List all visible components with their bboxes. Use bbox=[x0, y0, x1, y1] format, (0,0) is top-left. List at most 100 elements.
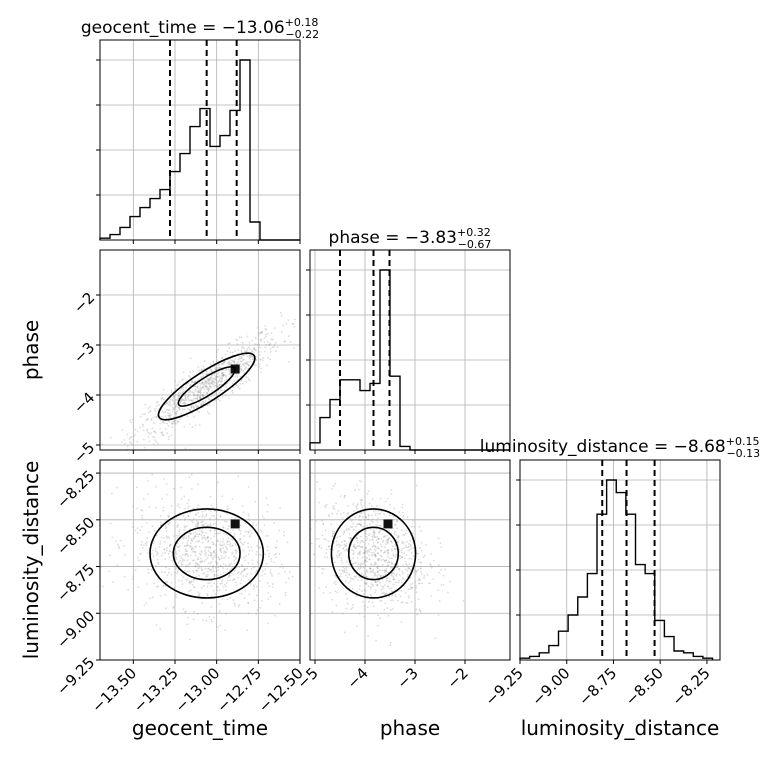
scatter-point bbox=[228, 397, 230, 400]
scatter-point bbox=[150, 552, 153, 555]
scatter-point bbox=[369, 567, 372, 570]
scatter-point bbox=[222, 571, 225, 574]
scatter-point bbox=[214, 384, 217, 387]
scatter-point bbox=[232, 529, 235, 532]
scatter-point bbox=[258, 580, 261, 582]
scatter-point bbox=[198, 378, 200, 381]
scatter-point bbox=[228, 564, 231, 567]
scatter-point bbox=[155, 624, 158, 627]
scatter-point bbox=[224, 379, 226, 382]
scatter-point bbox=[204, 532, 207, 534]
scatter-point bbox=[217, 385, 219, 387]
scatter-point bbox=[226, 508, 229, 511]
scatter-point bbox=[376, 576, 379, 579]
scatter-point bbox=[149, 597, 152, 600]
scatter-point bbox=[186, 570, 189, 573]
scatter-point bbox=[160, 415, 163, 418]
scatter-points bbox=[102, 473, 294, 641]
scatter-point bbox=[401, 581, 403, 584]
contour-inner bbox=[347, 526, 400, 581]
scatter-point bbox=[383, 535, 386, 538]
scatter-point bbox=[198, 564, 201, 567]
scatter-point bbox=[256, 561, 259, 563]
scatter-point bbox=[229, 545, 232, 548]
scatter-point bbox=[392, 583, 395, 586]
scatter-point bbox=[172, 403, 175, 406]
scatter-point bbox=[383, 571, 386, 574]
scatter-point bbox=[223, 373, 226, 376]
scatter-point bbox=[216, 375, 219, 378]
x-tick-label: −8.50 bbox=[622, 664, 667, 709]
scatter-point bbox=[197, 558, 200, 561]
scatter-point bbox=[365, 550, 367, 553]
scatter-point bbox=[367, 513, 370, 516]
scatter-point bbox=[421, 573, 423, 576]
scatter-point bbox=[134, 569, 137, 572]
scatter-point bbox=[200, 560, 203, 563]
scatter-point bbox=[256, 569, 259, 572]
scatter-point bbox=[384, 569, 387, 572]
scatter-point bbox=[139, 415, 142, 418]
scatter-point bbox=[372, 510, 375, 512]
scatter-point bbox=[172, 518, 175, 520]
scatter-point bbox=[190, 406, 193, 409]
scatter-point bbox=[372, 551, 375, 554]
scatter-point bbox=[394, 556, 397, 558]
scatter-point bbox=[187, 515, 190, 517]
scatter-point bbox=[231, 579, 234, 581]
scatter-point bbox=[403, 534, 406, 537]
scatter-point bbox=[199, 592, 201, 595]
scatter-point bbox=[215, 379, 217, 381]
scatter-point bbox=[118, 545, 120, 548]
scatter-point bbox=[131, 578, 134, 580]
scatter-point bbox=[376, 541, 379, 544]
scatter-point bbox=[198, 516, 200, 518]
scatter-point bbox=[189, 376, 192, 379]
scatter-point bbox=[324, 505, 327, 507]
scatter-point bbox=[259, 346, 262, 349]
scatter-point bbox=[344, 545, 347, 548]
scatter-point bbox=[396, 527, 398, 530]
scatter-point bbox=[121, 429, 124, 431]
scatter-point bbox=[235, 338, 238, 341]
scatter-point bbox=[211, 556, 214, 559]
scatter-point bbox=[184, 397, 187, 399]
scatter-point bbox=[177, 530, 180, 533]
scatter-point bbox=[197, 523, 200, 526]
scatter-point bbox=[380, 550, 382, 552]
xlabel-luminosity-distance: luminosity_distance bbox=[521, 716, 720, 740]
scatter-point bbox=[118, 547, 120, 549]
scatter-point bbox=[191, 401, 194, 403]
scatter-point bbox=[217, 364, 220, 367]
scatter-point bbox=[364, 530, 367, 533]
scatter-point bbox=[391, 572, 393, 575]
scatter-point bbox=[167, 412, 170, 415]
scatter-point bbox=[227, 342, 230, 345]
scatter-point bbox=[340, 572, 342, 575]
scatter-point bbox=[386, 553, 389, 556]
scatter-point bbox=[147, 480, 150, 482]
scatter-point bbox=[147, 568, 150, 571]
scatter-point bbox=[395, 534, 398, 537]
scatter-point bbox=[419, 609, 422, 612]
scatter-point bbox=[317, 587, 320, 590]
scatter-point bbox=[377, 537, 380, 540]
scatter-point bbox=[341, 562, 344, 564]
scatter-point bbox=[197, 522, 199, 525]
scatter-point bbox=[268, 552, 271, 555]
scatter-point bbox=[378, 565, 381, 568]
scatter-point bbox=[367, 635, 369, 638]
scatter-point bbox=[374, 555, 377, 557]
scatter-point bbox=[224, 551, 227, 554]
scatter-point bbox=[221, 363, 224, 366]
scatter-point bbox=[392, 515, 395, 518]
scatter-point bbox=[364, 559, 367, 562]
scatter-point bbox=[315, 520, 318, 522]
scatter-point bbox=[190, 532, 192, 535]
scatter-point bbox=[405, 546, 408, 548]
scatter-point bbox=[401, 570, 404, 573]
scatter-point bbox=[160, 536, 163, 539]
scatter-point bbox=[417, 582, 420, 585]
scatter-point bbox=[269, 358, 272, 361]
scatter-point bbox=[415, 484, 418, 487]
